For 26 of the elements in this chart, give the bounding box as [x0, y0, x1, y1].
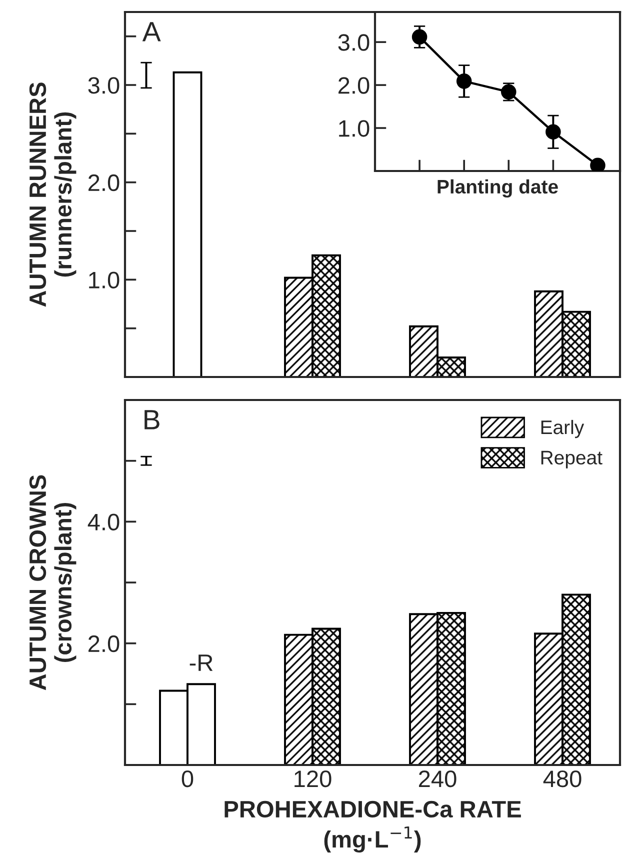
x-tick-label: 0 — [182, 770, 194, 788]
y-axis-title: AUTUMN CROWNS (crowns/plant) — [29, 475, 76, 690]
y-tick-label: 2.0 — [338, 77, 370, 94]
point — [412, 29, 428, 45]
legend-label: Repeat — [541, 450, 602, 468]
y-tick-label: 1.0 — [339, 120, 370, 137]
y-tick-label: 2.0 — [88, 635, 120, 652]
y-tick-label: 1.0 — [89, 272, 120, 288]
y-tick-label: 2.0 — [88, 174, 120, 192]
x-tick-label: 240 — [418, 770, 456, 788]
y-axis-title: AUTUMN RUNNERS (runners/plant) — [29, 82, 76, 307]
x-tick-label: 120 — [294, 770, 332, 788]
legend-label: Early — [541, 420, 584, 438]
y-tick-label: 4.0 — [88, 514, 120, 530]
x-axis-title: Planting date — [438, 179, 558, 198]
x-tick-label: 480 — [543, 770, 582, 788]
annotation: B — [144, 410, 160, 430]
x-axis-title: PROHEXADIONE-Ca RATE (mg·L$^{−1}$) — [224, 800, 521, 853]
point — [546, 124, 561, 140]
point — [456, 74, 472, 89]
point — [590, 158, 606, 171]
annotation: A — [142, 22, 161, 42]
y-tick-label: 3.0 — [338, 34, 370, 51]
bar — [172, 71, 202, 377]
y-tick-label: 3.0 — [88, 77, 120, 94]
annotation: -R — [190, 654, 213, 671]
